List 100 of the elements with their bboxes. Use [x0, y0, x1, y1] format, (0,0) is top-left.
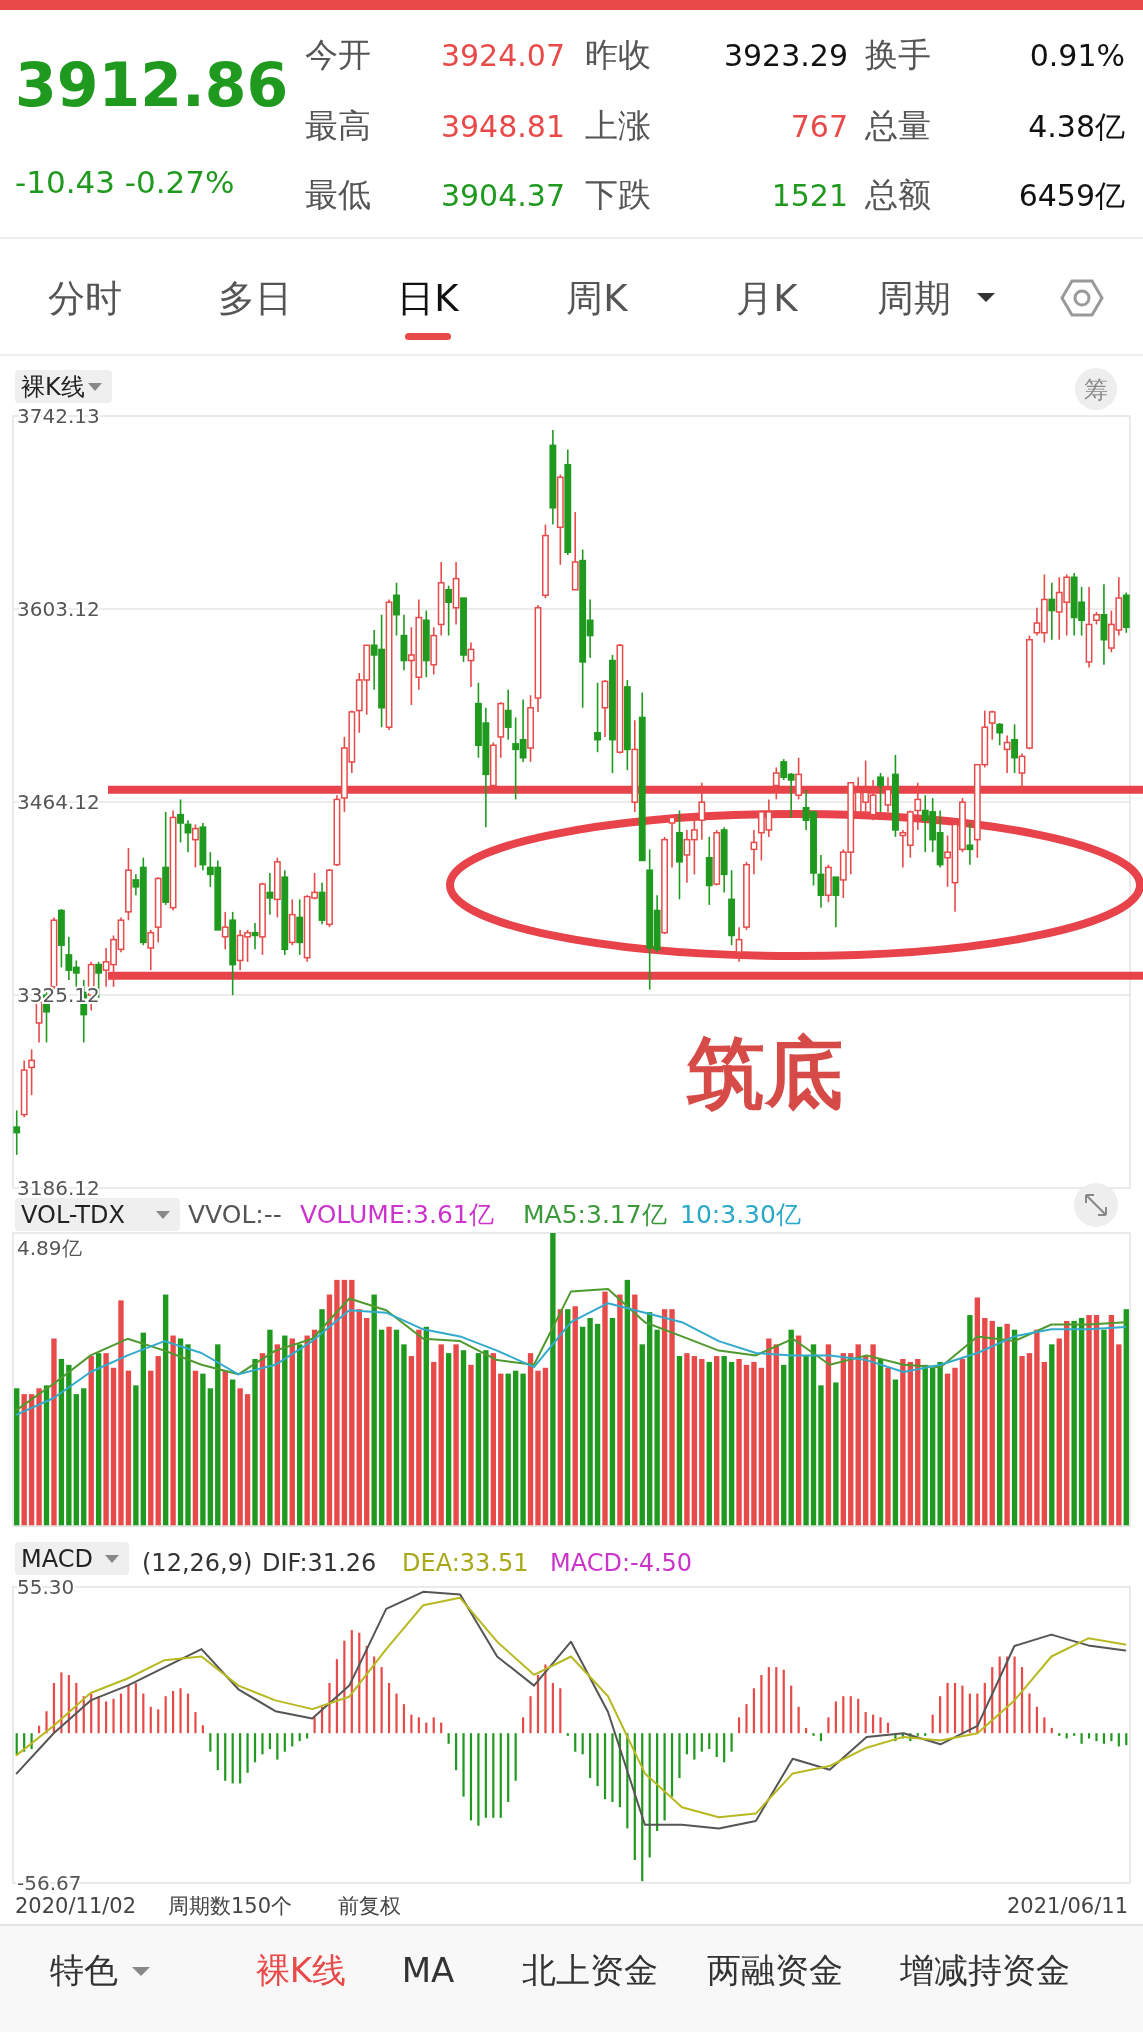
bar	[946, 1682, 949, 1734]
bar	[207, 1388, 214, 1526]
bar	[438, 1344, 444, 1526]
bar	[879, 1717, 882, 1734]
bar	[119, 1693, 123, 1734]
text: 前复权	[338, 1894, 401, 1918]
bar	[892, 1379, 899, 1526]
text: -10.43 -0.27%	[15, 164, 235, 200]
bar	[179, 1688, 182, 1734]
bar	[445, 1353, 452, 1526]
bar	[810, 1344, 817, 1526]
text: 3948.81	[440, 109, 565, 144]
bar	[699, 1358, 705, 1526]
candlestick	[832, 876, 840, 928]
text: 特色	[50, 1950, 118, 1990]
bar	[706, 1361, 712, 1526]
bar	[818, 1385, 824, 1526]
bar	[691, 1356, 698, 1526]
bar	[1125, 1733, 1128, 1746]
bar	[380, 1667, 383, 1734]
text: 2021/06/11	[1006, 1894, 1128, 1918]
bar	[632, 1294, 638, 1526]
bar	[751, 1361, 757, 1526]
text: 0.91%	[1029, 38, 1125, 73]
text: 今开	[305, 35, 371, 74]
bar	[953, 1682, 957, 1734]
bar	[937, 1361, 943, 1526]
bar	[1108, 1315, 1115, 1526]
text: 4.38亿	[1028, 109, 1125, 144]
bar	[915, 1358, 921, 1526]
bar	[483, 1350, 489, 1526]
bar	[708, 1733, 711, 1750]
y-tick-label: 3186.12	[17, 1176, 100, 1200]
bar	[148, 1370, 154, 1526]
bar	[60, 1672, 63, 1734]
bar	[282, 1335, 288, 1526]
bar	[289, 1338, 295, 1526]
bar	[989, 1320, 995, 1526]
bar	[319, 1309, 325, 1526]
candlestick	[147, 929, 155, 971]
bar	[611, 1733, 614, 1802]
candlestick	[988, 709, 996, 741]
text: 3924.07	[440, 38, 565, 73]
bar	[862, 1356, 869, 1526]
bar	[157, 1709, 160, 1734]
bar	[291, 1733, 294, 1747]
bar	[334, 1279, 340, 1526]
bar	[484, 1733, 487, 1818]
bar	[870, 1344, 876, 1526]
bar	[1095, 1733, 1098, 1742]
bar	[767, 1667, 770, 1734]
bar	[490, 1353, 496, 1526]
bar	[127, 1685, 130, 1734]
annotation: 筑底	[686, 1028, 843, 1118]
bar	[848, 1353, 854, 1526]
bar	[1123, 1309, 1129, 1526]
bar	[304, 1335, 310, 1526]
candlestick	[1003, 734, 1011, 774]
text: 月K	[736, 277, 800, 320]
bar	[723, 1733, 726, 1763]
bar	[401, 1344, 407, 1526]
bar	[224, 1733, 227, 1781]
bar	[395, 1693, 398, 1734]
text: 3923.29	[723, 38, 848, 73]
bar	[663, 1733, 666, 1821]
bar	[140, 1332, 146, 1526]
bar	[95, 1353, 102, 1526]
bar	[855, 1344, 861, 1526]
text: 最高	[305, 106, 371, 145]
bar	[341, 1279, 348, 1526]
bar	[311, 1329, 318, 1526]
bar	[1026, 1353, 1033, 1526]
candlestick	[192, 823, 199, 869]
bar	[349, 1279, 355, 1526]
bar	[1056, 1338, 1062, 1526]
bar	[192, 1370, 199, 1526]
bar	[609, 1317, 616, 1526]
bar	[118, 1300, 124, 1526]
candlestick	[177, 798, 184, 844]
bar	[939, 1696, 942, 1734]
bar	[1058, 1733, 1061, 1736]
bar	[1078, 1317, 1085, 1526]
bar	[499, 1733, 502, 1818]
text: MACD:-4.50	[550, 1549, 693, 1577]
bar	[825, 1344, 832, 1526]
bar	[110, 1367, 117, 1526]
bar	[1064, 1320, 1070, 1526]
bar	[795, 1335, 802, 1526]
bar	[505, 1373, 511, 1526]
bar	[766, 1338, 772, 1526]
bar	[512, 1370, 519, 1526]
bar	[313, 1717, 316, 1734]
bar	[1110, 1733, 1113, 1742]
bar	[579, 1326, 586, 1526]
bar	[1086, 1315, 1092, 1526]
text: 昨收	[585, 35, 651, 74]
bar	[460, 1350, 467, 1526]
y-tick-label: 55.30	[17, 1575, 75, 1599]
bar	[507, 1733, 510, 1802]
bar	[594, 1323, 601, 1526]
